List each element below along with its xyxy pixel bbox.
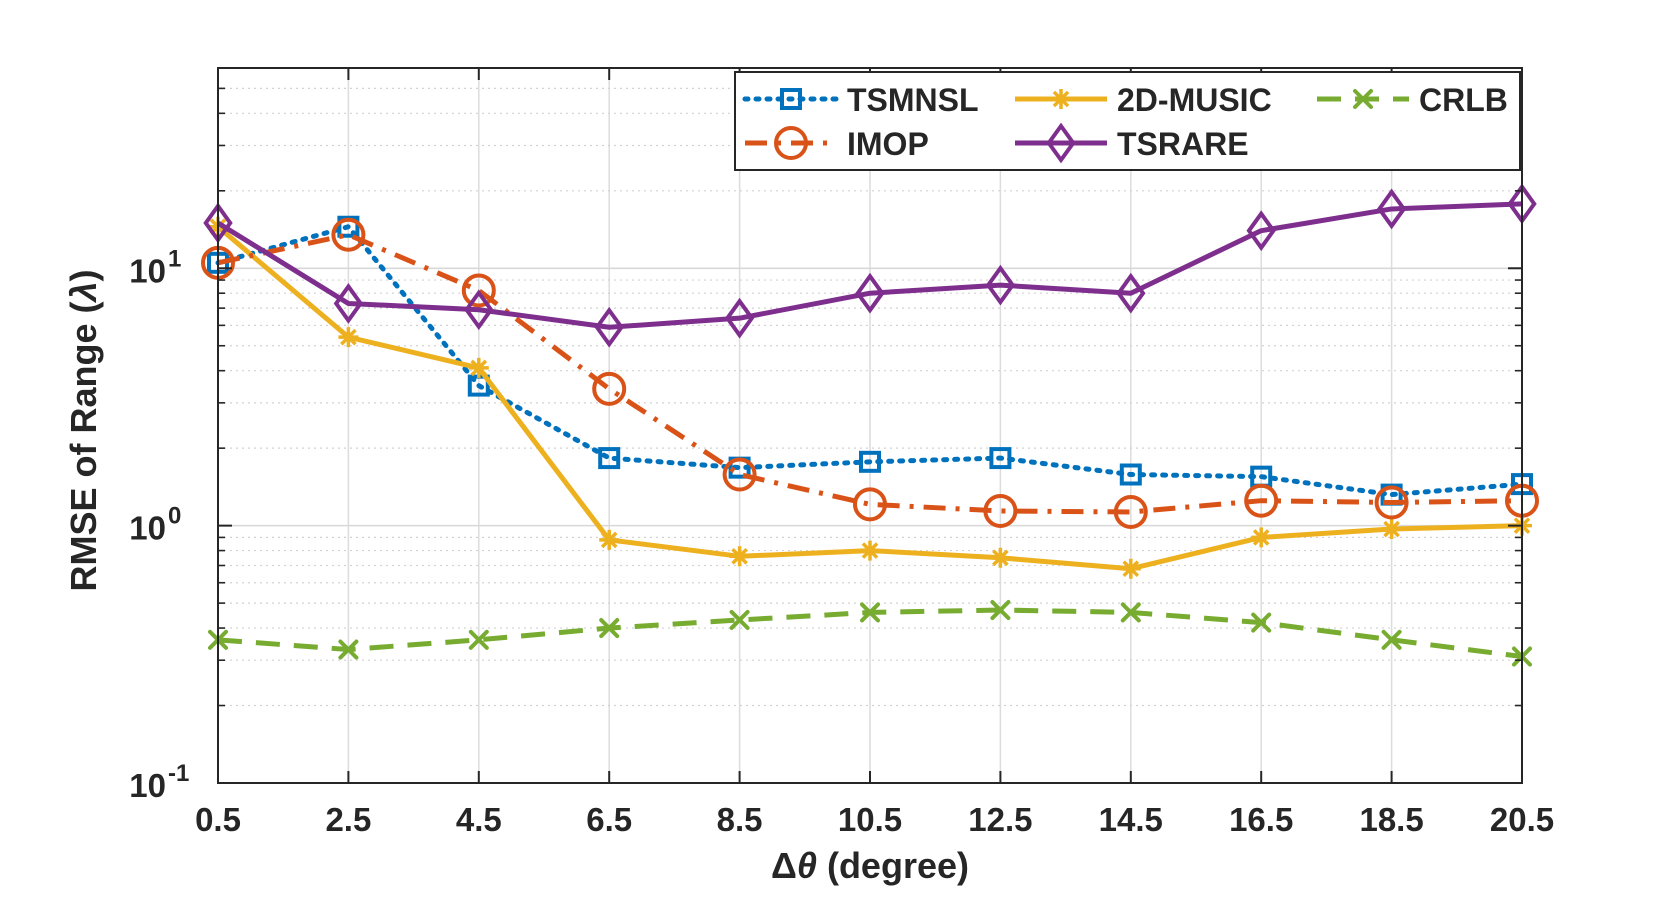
x-tick-label: 0.5: [195, 801, 241, 838]
y-tick-label: 10: [129, 252, 166, 289]
x-tick-label: 16.5: [1229, 801, 1293, 838]
x-tick-label: 8.5: [717, 801, 763, 838]
data-point-marker: [780, 88, 802, 110]
legend-label: CRLB: [1419, 82, 1508, 118]
x-tick-label: 4.5: [456, 801, 502, 838]
data-point-marker: [333, 283, 364, 324]
y-tick-label-exponent: 1: [168, 245, 181, 272]
data-point-marker: [853, 487, 887, 522]
y-axis-title-lambda: λ: [63, 281, 104, 303]
data-point-marker: [1119, 463, 1142, 486]
y-tick-label: 10: [129, 510, 166, 547]
y-tick-label-exponent: 0: [168, 503, 181, 530]
y-axis-title-prefix: RMSE of Range (: [63, 302, 104, 592]
data-point-marker: [1246, 210, 1276, 252]
data-point-marker: [599, 529, 620, 550]
data-point-marker: [1353, 89, 1373, 109]
data-point-marker: [598, 447, 621, 470]
x-tick-label: 10.5: [838, 801, 902, 838]
data-point-marker: [1381, 519, 1402, 540]
data-point-marker: [724, 297, 755, 339]
series-crlb: [208, 600, 1532, 667]
legend-label: IMOP: [847, 126, 929, 162]
data-point-marker: [1374, 485, 1409, 520]
data-point-marker: [990, 600, 1011, 621]
data-point-marker: [1376, 188, 1407, 230]
data-point-marker: [990, 547, 1011, 568]
legend: TSMNSL 2D-MUSIC CRLB IMOP TSRARE: [734, 71, 1521, 171]
axis-ticks: 0.5 2.5 4.5 6.5 8.5 10.5 12.5 14.5 16.5 18.5 20.5 1…: [129, 68, 1554, 838]
data-point-marker: [983, 493, 1018, 528]
y-tick-label: 10: [129, 767, 166, 804]
data-point-marker: [855, 272, 885, 314]
data-point-marker: [860, 602, 880, 623]
x-axis-title-unit: (degree): [817, 845, 969, 886]
data-point-marker: [1251, 612, 1272, 633]
legend-item-imop: IMOP: [745, 126, 929, 162]
data-point-marker: [338, 327, 359, 348]
data-point-marker: [1381, 629, 1402, 650]
data-point-marker: [722, 457, 757, 492]
y-axis-title-suffix: ): [63, 269, 104, 281]
series-line: [216, 201, 1523, 330]
x-axis-title-theta: θ: [797, 845, 817, 886]
data-point-marker: [468, 629, 489, 650]
y-tick-label-exponent: -1: [168, 760, 189, 787]
data-point-marker: [599, 618, 620, 639]
x-tick-label: 20.5: [1490, 801, 1554, 838]
data-point-marker: [860, 540, 880, 561]
legend-item-2d-music: 2D-MUSIC: [1015, 82, 1272, 118]
data-point-marker: [1251, 527, 1272, 548]
data-point-marker: [594, 306, 624, 348]
legend-label: 2D-MUSIC: [1117, 82, 1272, 118]
data-point-marker: [331, 217, 366, 252]
legend-label: TSRARE: [1117, 126, 1249, 162]
x-tick-label: 14.5: [1099, 801, 1163, 838]
y-tick-label-base: 10: [129, 767, 166, 804]
legend-label: TSMNSL: [847, 82, 979, 118]
x-axis-title-delta: Δ: [771, 845, 797, 886]
series-line: [215, 224, 1525, 498]
y-axis-title: RMSE of Range (λ): [63, 269, 104, 591]
x-axis-title: Δθ (degree): [771, 845, 969, 886]
y-tick-label-base: 10: [129, 252, 166, 289]
data-point-marker: [1244, 483, 1279, 518]
data-point-marker: [1046, 122, 1076, 164]
x-tick-label: 2.5: [325, 801, 371, 838]
data-point-marker: [464, 289, 494, 331]
series-line: [217, 232, 1523, 515]
data-point-marker: [774, 126, 808, 160]
data-point-marker: [729, 546, 750, 567]
data-point-marker: [1051, 89, 1071, 109]
data-point-marker: [461, 273, 496, 308]
data-point-marker: [859, 450, 881, 473]
data-point-marker: [338, 639, 359, 660]
legend-box: [734, 71, 1521, 171]
data-point-marker: [1120, 558, 1141, 579]
data-point-marker: [468, 357, 489, 378]
series-imop: [201, 217, 1539, 529]
data-point-marker: [592, 371, 627, 406]
data-point-marker: [729, 609, 750, 630]
data-point-marker: [985, 264, 1016, 306]
legend-item-crlb: CRLB: [1317, 82, 1508, 118]
data-point-marker: [1113, 494, 1148, 529]
x-tick-label: 6.5: [586, 801, 632, 838]
data-point-marker: [989, 447, 1012, 470]
x-tick-label: 12.5: [968, 801, 1032, 838]
data-point-marker: [1120, 602, 1141, 623]
legend-item-tsmnsl: TSMNSL: [742, 82, 979, 118]
data-point-marker: [1116, 272, 1146, 314]
legend-item-tsrare: TSRARE: [1015, 122, 1249, 164]
y-tick-label-base: 10: [129, 510, 166, 547]
x-tick-label: 18.5: [1359, 801, 1423, 838]
